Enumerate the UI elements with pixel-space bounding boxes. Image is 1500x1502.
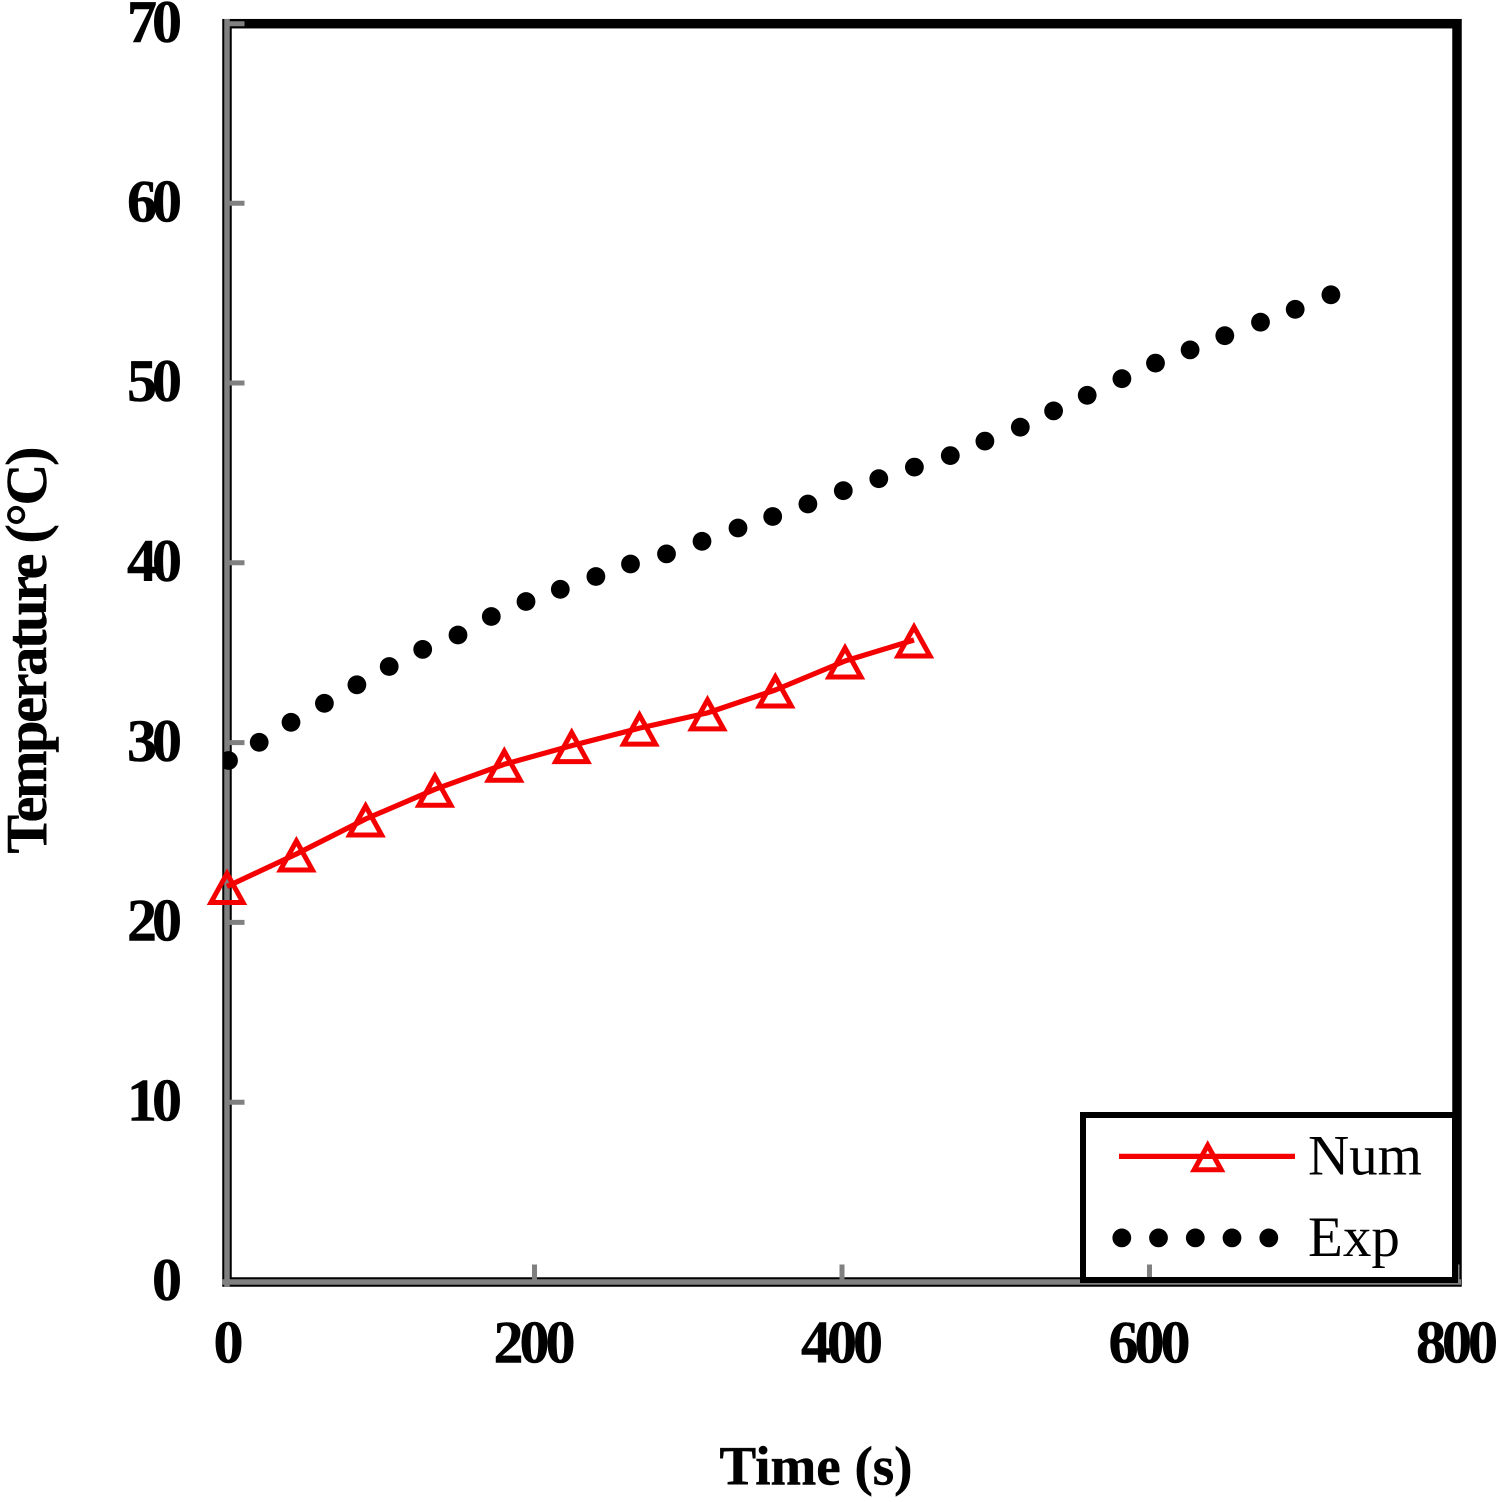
svg-text:70: 70 [127,0,182,55]
svg-text:0: 0 [214,1310,244,1376]
svg-text:200: 200 [494,1310,576,1376]
svg-text:400: 400 [801,1310,883,1376]
svg-text:50: 50 [127,348,182,414]
svg-text:Num: Num [1308,1124,1422,1187]
svg-text:600: 600 [1109,1310,1191,1376]
svg-text:Temperature (°C): Temperature (°C) [0,447,59,854]
svg-text:Exp: Exp [1308,1206,1400,1269]
svg-text:800: 800 [1416,1310,1498,1376]
svg-text:30: 30 [127,708,182,774]
svg-text:20: 20 [127,888,182,954]
svg-text:0: 0 [152,1247,182,1313]
svg-text:60: 60 [127,169,182,235]
svg-text:40: 40 [127,528,182,594]
svg-text:Time (s): Time (s) [720,1436,913,1497]
svg-text:10: 10 [127,1067,182,1133]
